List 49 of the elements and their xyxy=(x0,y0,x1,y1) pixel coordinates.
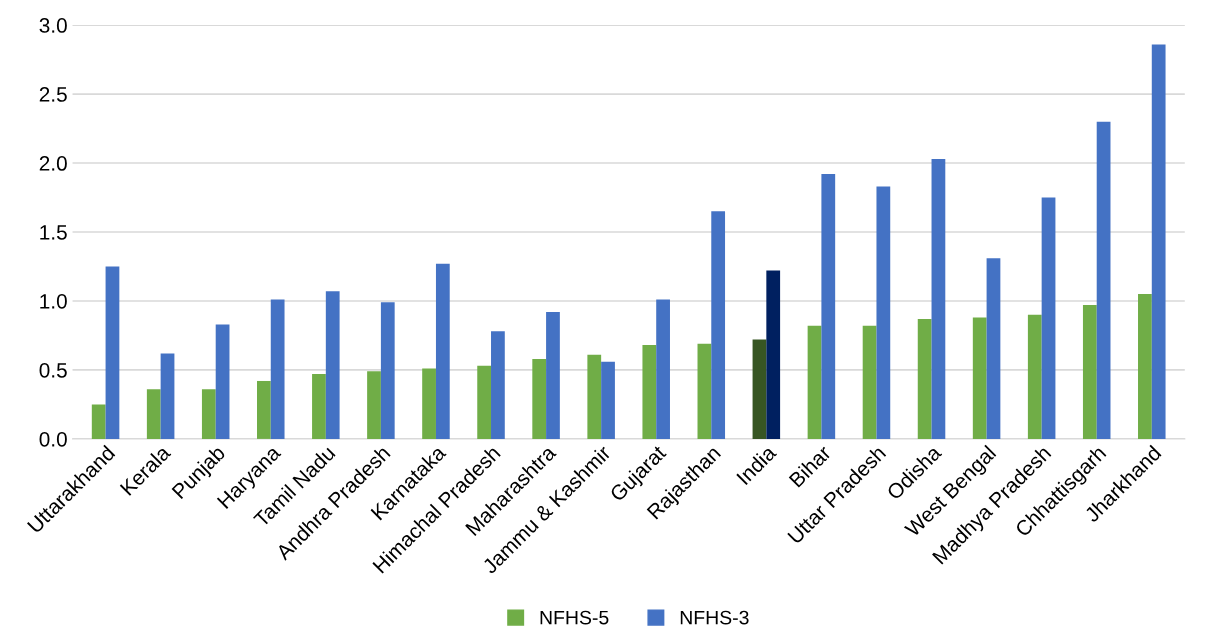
bar xyxy=(807,325,822,439)
bar xyxy=(435,263,450,439)
legend-label: NFHS-5 xyxy=(540,610,609,625)
bar xyxy=(821,174,836,439)
y-tick-label: 1.0 xyxy=(40,293,67,309)
y-tick-label: 1.5 xyxy=(40,225,67,240)
bar xyxy=(1138,294,1152,439)
bar xyxy=(367,371,381,439)
bar xyxy=(380,302,395,439)
bar xyxy=(1082,305,1097,439)
bar xyxy=(862,325,877,439)
bar xyxy=(91,404,106,439)
bar xyxy=(986,258,1001,439)
bar xyxy=(201,389,216,439)
bar xyxy=(257,380,271,439)
bar xyxy=(972,317,987,439)
bar xyxy=(532,358,547,439)
bar xyxy=(325,291,340,439)
bar xyxy=(601,361,615,439)
bar xyxy=(656,299,670,439)
bar xyxy=(642,345,657,439)
bar xyxy=(876,186,891,439)
bar xyxy=(146,389,161,439)
bar xyxy=(215,324,230,439)
bar xyxy=(917,318,932,439)
bar xyxy=(422,368,436,439)
bar xyxy=(587,354,602,439)
y-tick-label: 2.5 xyxy=(39,87,67,102)
bar xyxy=(1041,197,1056,439)
bar xyxy=(477,365,492,439)
bar xyxy=(1096,121,1111,439)
bar xyxy=(270,299,285,439)
bar xyxy=(1151,44,1166,439)
bar xyxy=(752,339,767,439)
bar xyxy=(546,312,560,439)
bar xyxy=(1027,314,1042,439)
legend-label: NFHS-3 xyxy=(680,610,749,625)
bar xyxy=(931,158,946,439)
y-tick-label: 3.0 xyxy=(39,18,67,33)
bar xyxy=(491,331,505,439)
y-tick-label: 2.0 xyxy=(39,156,67,171)
bar xyxy=(160,353,175,439)
bar xyxy=(312,374,326,439)
bar xyxy=(766,270,781,439)
y-tick-label: 0.0 xyxy=(39,431,67,447)
y-tick-label: 0.5 xyxy=(39,362,67,378)
bar xyxy=(697,343,712,439)
bar xyxy=(711,211,726,439)
bar xyxy=(105,266,120,439)
